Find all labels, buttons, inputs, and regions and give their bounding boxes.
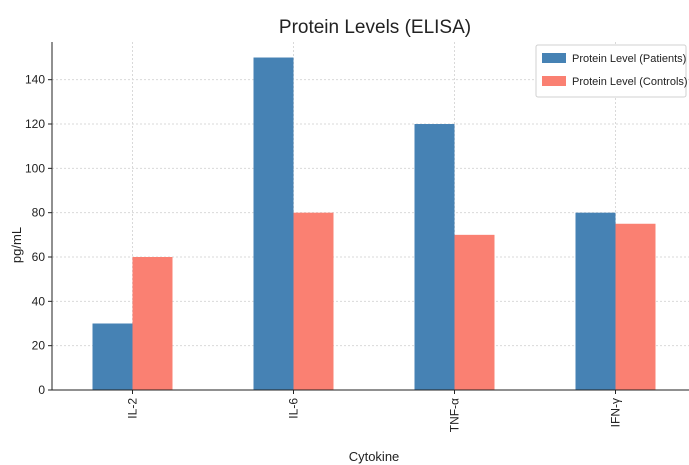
legend: Protein Level (Patients) Protein Level (… [535, 44, 688, 98]
bars-group [92, 57, 656, 390]
legend-label-controls: Protein Level (Controls) [572, 76, 688, 88]
x-tick-label: IFN-γ [609, 398, 623, 427]
bar-controls [132, 257, 173, 390]
x-tick-label: IL-6 [287, 398, 301, 419]
bar-patients [253, 57, 294, 390]
bar-controls [454, 234, 495, 390]
x-axis-label: Cytokine [349, 449, 400, 464]
y-tick-label: 40 [32, 294, 46, 308]
y-tick-label: 20 [32, 339, 46, 353]
y-tick-label: 60 [32, 250, 46, 264]
y-tick-label: 140 [25, 73, 45, 87]
bar-patients [575, 212, 616, 390]
axes-group [51, 42, 689, 391]
x-tick-label: IL-2 [126, 398, 140, 419]
y-tick-label: 100 [25, 161, 45, 175]
bar-patients [92, 323, 133, 390]
legend-box [535, 44, 687, 98]
bar-controls [615, 223, 656, 390]
bar-patients [414, 124, 455, 390]
x-tick-label: TNF-α [448, 398, 462, 432]
y-tick-label: 120 [25, 117, 45, 131]
legend-label-patients: Protein Level (Patients) [572, 53, 686, 65]
bar-controls [293, 212, 334, 390]
legend-swatch-controls [542, 76, 566, 86]
legend-swatch-patients [542, 53, 566, 63]
y-ticks: 0 20 40 60 80 100 120 140 [25, 73, 52, 397]
chart-title: Protein Levels (ELISA) [279, 17, 471, 38]
y-axis-label: pg/mL [9, 227, 24, 263]
y-tick-label: 0 [38, 383, 45, 397]
x-ticks: IL-2 IL-6 TNF-α IFN-γ [126, 390, 623, 432]
y-tick-label: 80 [32, 206, 46, 220]
